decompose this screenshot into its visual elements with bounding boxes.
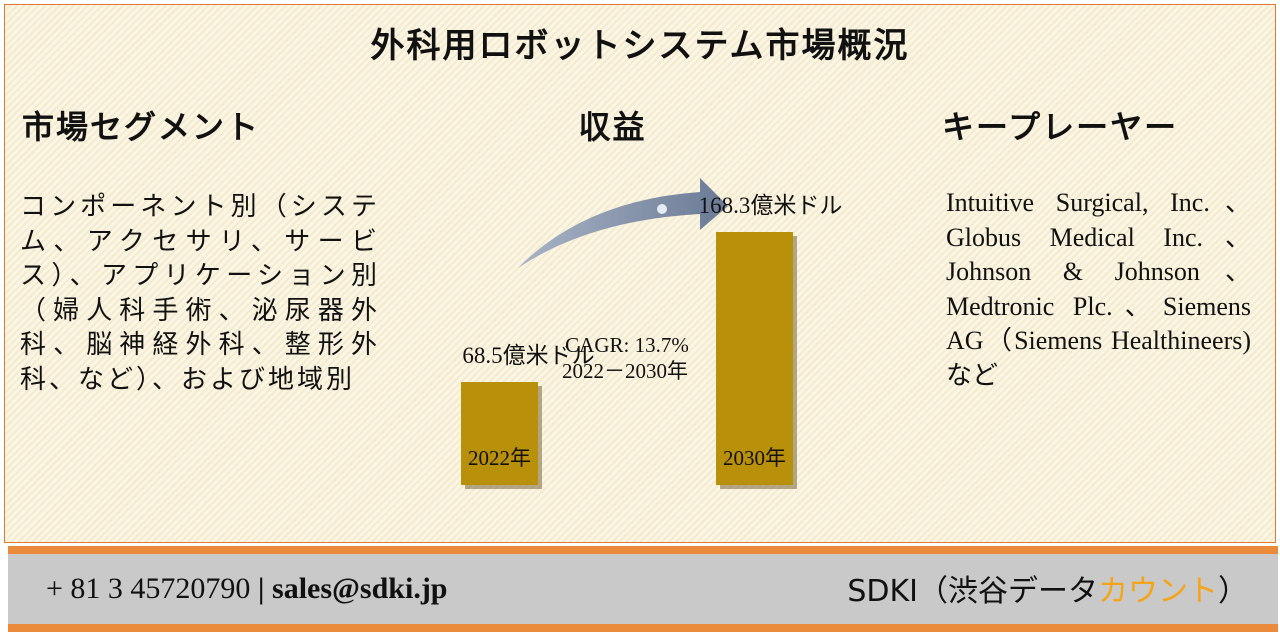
company-name-accent: カウント [1098, 574, 1218, 609]
arrow-dot [657, 204, 667, 214]
value-label: 68.5億米ドル [462, 343, 594, 368]
phone: + 81 3 45720790 [46, 572, 251, 605]
company: SDKI（渋谷データカウント） [847, 566, 1248, 610]
company-name-end: ） [1218, 574, 1248, 609]
email: sales@sdki.jp [272, 572, 448, 605]
value-label: 168.3億米ドル [699, 193, 843, 218]
cagr-label: CAGR: 13.7% [565, 333, 689, 357]
segments-text: コンポーネント別（システム、アクセサリ、サービス）、アプリケーション別（婦人科手… [20, 192, 380, 394]
growth-arrow [518, 178, 728, 268]
company-name: SDKI（渋谷データ [847, 574, 1098, 609]
category-label: 2030年 [723, 446, 786, 470]
revenue-heading: 収益 [578, 109, 647, 145]
players-heading: キープレーヤー [942, 109, 1179, 145]
bar [461, 382, 538, 485]
footer: + 81 3 45720790 | sales@sdki.jp SDKI（渋谷デ… [8, 546, 1278, 632]
bar [716, 232, 793, 485]
contact: + 81 3 45720790 | sales@sdki.jp [46, 572, 448, 606]
footer-bar: + 81 3 45720790 | sales@sdki.jp SDKI（渋谷デ… [8, 554, 1278, 624]
category-label: 2022年 [468, 446, 531, 470]
segments-heading: 市場セグメント [22, 109, 261, 145]
separator: | [257, 572, 265, 605]
players-text: Intuitive Surgical, Inc.、Globus Medical … [946, 188, 1251, 390]
title: 外科用ロボットシステム市場概況 [370, 28, 910, 65]
panel [4, 4, 1276, 543]
period-label: 2022－2030年 [562, 359, 688, 383]
